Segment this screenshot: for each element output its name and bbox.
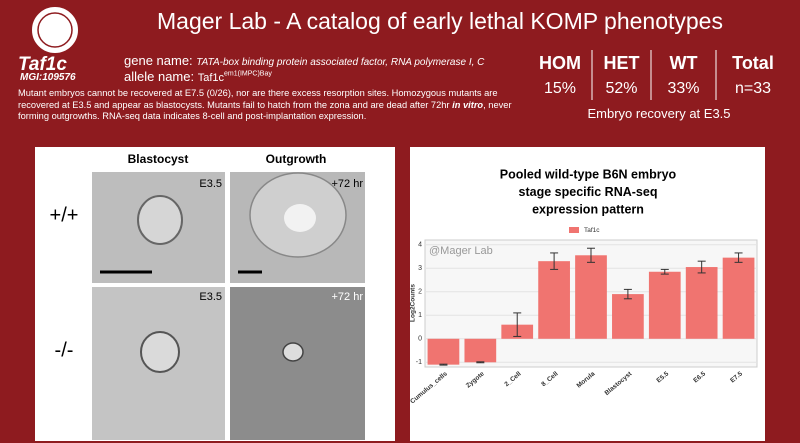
- legend-swatch: [569, 227, 579, 233]
- panel-label: E3.5: [199, 178, 222, 190]
- stat-value: n=33: [734, 80, 772, 97]
- allele-row: allele name: Taf1cem1(IMPC)Bay: [124, 69, 272, 84]
- gene-name: TATA-box binding protein associated fact…: [196, 57, 485, 68]
- page-title: Mager Lab - A catalog of early lethal KO…: [157, 8, 723, 34]
- row-label: +/+: [50, 204, 79, 226]
- stat-column: HOM 15%: [528, 53, 592, 98]
- y-tick-label: 1: [418, 312, 422, 319]
- stat-column: WT 33%: [651, 53, 716, 98]
- mgi-id: MGI:109576: [20, 72, 76, 83]
- watermark: @Mager Lab: [429, 245, 493, 257]
- panel-label: E3.5: [199, 291, 222, 303]
- stat-value: 33%: [667, 80, 700, 97]
- bar: [722, 257, 755, 339]
- description: Mutant embryos cannot be recovered at E7…: [18, 88, 538, 123]
- stat-header: HET: [603, 53, 640, 73]
- panel-label: +72 hr: [332, 291, 364, 303]
- col-header: Blastocyst: [128, 152, 189, 166]
- embryo: [282, 342, 304, 362]
- stat-header: WT: [669, 53, 698, 73]
- legend-label: Taf1c: [584, 227, 600, 234]
- y-tick-label: 0: [418, 336, 422, 343]
- chart-title: expression pattern: [532, 202, 644, 216]
- bar: [464, 338, 497, 363]
- y-tick-label: 3: [418, 265, 422, 272]
- embryo: [140, 331, 180, 373]
- text: Mutant embryos cannot be recovered at E7…: [18, 88, 498, 110]
- stats: HOM 15% HET 52% WT 33% Total n=33: [528, 53, 790, 98]
- gene-name-row: gene name: TATA-box binding protein asso…: [124, 53, 484, 68]
- embryo: [137, 195, 183, 245]
- bar: [538, 261, 570, 339]
- stat-value: 15%: [543, 80, 577, 97]
- y-tick-label: 2: [418, 289, 422, 296]
- stat-header: HOM: [539, 53, 581, 73]
- stat-value: 52%: [605, 80, 638, 97]
- chart-title: Pooled wild-type B6N embryo: [500, 167, 677, 181]
- image: [230, 287, 365, 440]
- bar: [575, 255, 607, 339]
- label: gene name:: [124, 53, 193, 68]
- allele: Taf1c: [197, 72, 225, 84]
- panel-label: +72 hr: [332, 178, 364, 190]
- stats-caption: Embryo recovery at E3.5: [587, 106, 731, 121]
- stat-column: Total n=33: [716, 53, 790, 98]
- logo-ring: [37, 12, 73, 48]
- gene-symbol: Taf1c: [18, 54, 67, 75]
- y-tick-label: 4: [418, 242, 422, 249]
- row-label: -/-: [55, 339, 74, 361]
- y-axis-label: Log2Counts: [410, 284, 417, 322]
- chart-title: stage specific RNA-seq: [519, 185, 658, 199]
- stat-column: HET 52%: [592, 53, 651, 98]
- emphasis: in vitro: [452, 99, 484, 110]
- label: allele name:: [124, 69, 195, 84]
- bar: [648, 271, 681, 339]
- stat-header: Total: [732, 53, 774, 73]
- y-tick-label: -1: [416, 359, 422, 366]
- bar: [612, 294, 644, 339]
- allele-sup: em1(IMPC)Bay: [224, 70, 272, 78]
- col-header: Outgrowth: [266, 152, 327, 166]
- text: , never forming outgrowths. RNA-seq data…: [18, 99, 512, 122]
- chart: Pooled wild-type B6N embryo stage specifi…: [409, 167, 758, 405]
- bar: [427, 338, 460, 365]
- outgrowth-core: [284, 204, 316, 232]
- bar: [685, 267, 718, 339]
